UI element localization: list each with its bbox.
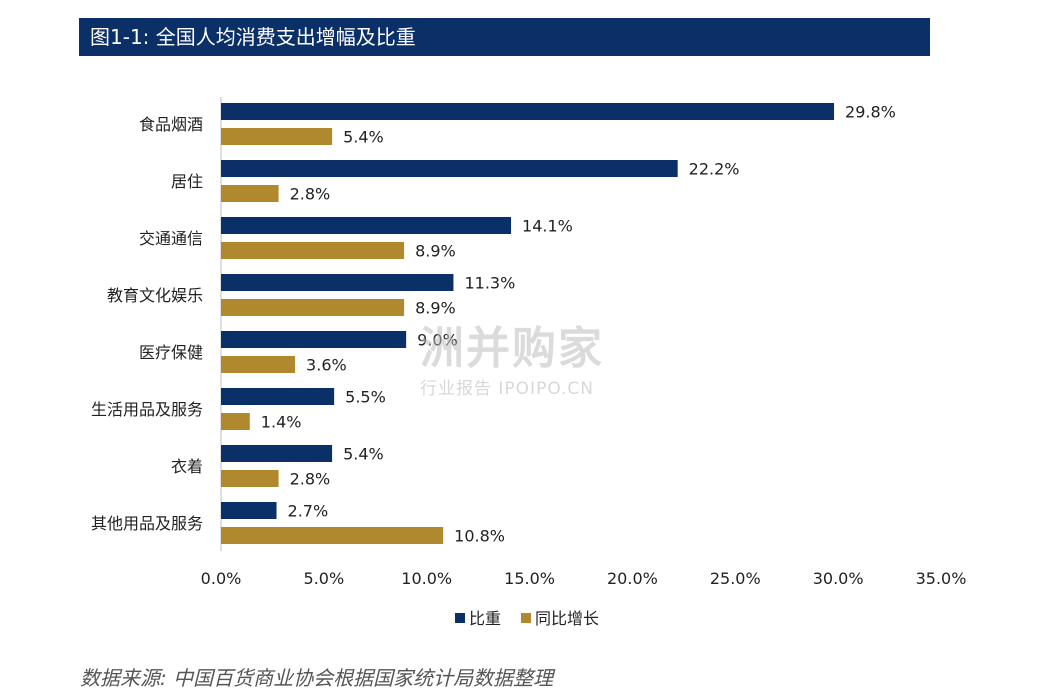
- x-tick-label: 35.0%: [916, 569, 967, 588]
- data-label: 29.8%: [845, 103, 896, 122]
- data-label: 14.1%: [522, 217, 573, 236]
- bar-growth: [221, 128, 333, 145]
- data-label: 8.9%: [415, 299, 456, 318]
- data-label: 2.8%: [290, 185, 331, 204]
- bar-share: [221, 331, 407, 348]
- data-label: 22.2%: [689, 160, 740, 179]
- bar-growth: [221, 527, 444, 544]
- bar-growth: [221, 413, 250, 430]
- category-label: 居住: [171, 172, 203, 191]
- x-tick-label: 20.0%: [607, 569, 658, 588]
- legend-label: 比重: [469, 609, 501, 628]
- data-label: 5.4%: [343, 128, 384, 147]
- legend-swatch: [521, 613, 531, 623]
- bar-growth: [221, 356, 296, 373]
- bar-growth: [221, 185, 279, 202]
- x-tick-label: 30.0%: [813, 569, 864, 588]
- data-label: 5.5%: [345, 388, 386, 407]
- x-tick-label: 10.0%: [401, 569, 452, 588]
- x-tick-label: 15.0%: [504, 569, 555, 588]
- bar-growth: [221, 299, 405, 316]
- category-label: 其他用品及服务: [91, 514, 203, 533]
- data-label: 10.8%: [454, 527, 505, 546]
- category-label: 教育文化娱乐: [107, 286, 203, 305]
- bar-chart: 食品烟酒 29.8% 5.4% 居住 22.2% 2.8% 交通通信 14.1% 8.9% 教育文…: [91, 97, 967, 628]
- legend-swatch: [455, 613, 465, 623]
- category-label: 食品烟酒: [139, 115, 203, 134]
- data-label: 3.6%: [306, 356, 347, 375]
- data-label: 1.4%: [261, 413, 302, 432]
- bar-share: [221, 274, 454, 291]
- bar-share: [221, 160, 678, 177]
- category-label: 交通通信: [139, 229, 203, 248]
- bar-share: [221, 217, 512, 234]
- page-title: 图1-1: 全国人均消费支出增幅及比重: [90, 25, 416, 49]
- category-label: 生活用品及服务: [91, 400, 203, 419]
- data-source-note: 数据来源: 中国百货商业协会根据国家统计局数据整理: [80, 666, 554, 690]
- x-tick-label: 25.0%: [710, 569, 761, 588]
- category-label: 衣着: [171, 457, 203, 476]
- x-tick-label: 0.0%: [201, 569, 242, 588]
- bar-growth: [221, 242, 405, 259]
- bar-share: [221, 103, 835, 120]
- data-label: 8.9%: [415, 242, 456, 261]
- data-label: 2.7%: [288, 502, 329, 521]
- x-tick-label: 5.0%: [304, 569, 345, 588]
- bar-share: [221, 388, 335, 405]
- bar-share: [221, 445, 333, 462]
- bar-share: [221, 502, 277, 519]
- bar-growth: [221, 470, 279, 487]
- data-label: 2.8%: [290, 470, 331, 489]
- data-label: 11.3%: [464, 274, 515, 293]
- data-label: 5.4%: [343, 445, 384, 464]
- title-bar: 图1-1: 全国人均消费支出增幅及比重: [79, 18, 930, 56]
- data-label: 9.0%: [417, 331, 458, 350]
- legend-label: 同比增长: [535, 609, 599, 628]
- category-label: 医疗保健: [139, 343, 203, 362]
